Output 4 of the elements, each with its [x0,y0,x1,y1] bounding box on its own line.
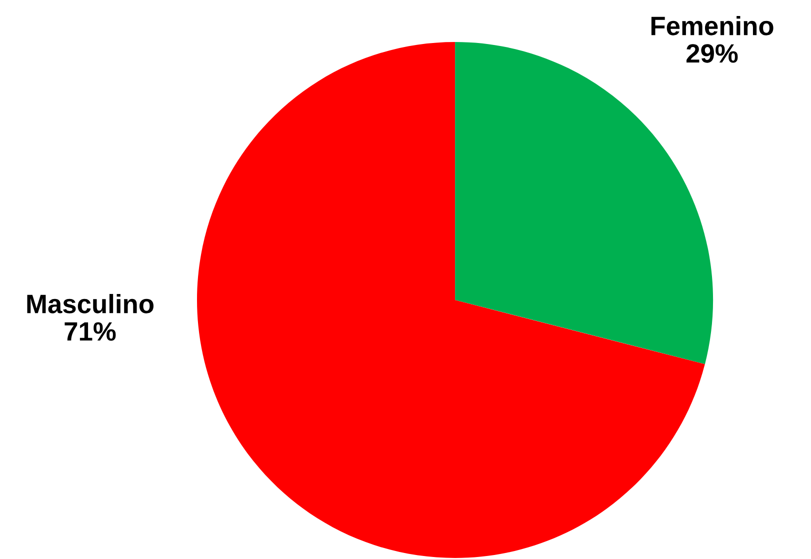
data-label: 71% [64,322,116,341]
slice-label: Masculino [27,294,154,314]
slice-label: Femenino [651,16,774,36]
data-label: 29% [686,44,738,63]
